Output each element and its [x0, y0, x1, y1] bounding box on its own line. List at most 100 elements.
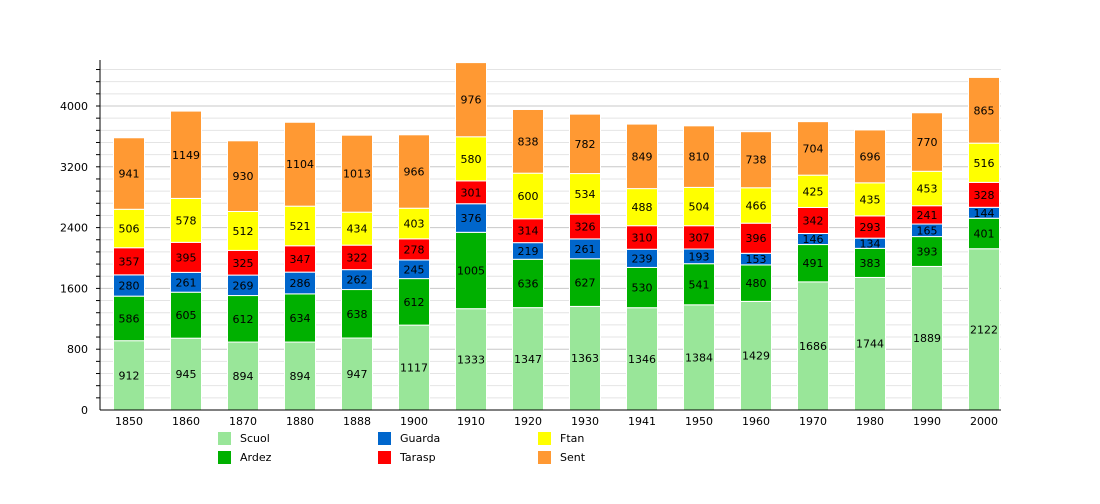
x-tick-label: 1990	[913, 415, 941, 428]
x-tick-label: 1980	[856, 415, 884, 428]
bar-segment-ardez	[569, 258, 601, 307]
data-label: 1744	[856, 338, 884, 351]
bar-segment-ftan	[683, 186, 715, 227]
data-label: 506	[119, 223, 140, 236]
bar-segment-sent	[227, 140, 259, 212]
data-label: 301	[461, 186, 482, 199]
bar-segment-ardez	[968, 217, 1000, 250]
data-label: 578	[176, 214, 197, 227]
data-label: 1013	[343, 168, 371, 181]
data-label: 453	[917, 182, 938, 195]
data-label: 636	[518, 277, 539, 290]
data-label: 945	[176, 368, 197, 381]
data-label: 383	[860, 257, 881, 270]
bar-segment-tarasp	[284, 245, 316, 273]
data-label: 1429	[742, 350, 770, 363]
bar-segment-ardez	[911, 236, 943, 267]
data-label: 521	[290, 220, 311, 233]
data-label: 580	[461, 153, 482, 166]
bar-segment-ardez	[398, 278, 430, 326]
data-label: 738	[746, 154, 767, 167]
data-label: 239	[632, 252, 653, 265]
bar-segment-sent	[398, 134, 430, 209]
y-tick-label: 3200	[60, 161, 88, 174]
data-label: 425	[803, 185, 824, 198]
data-label: 782	[575, 138, 596, 151]
data-label: 328	[974, 189, 995, 202]
y-tick-label: 1600	[60, 282, 88, 295]
data-label: 261	[176, 276, 197, 289]
legend-swatch-sent	[538, 451, 551, 464]
bar-segment-sent	[740, 131, 772, 189]
x-tick-label: 1920	[514, 415, 542, 428]
data-label: 144	[974, 207, 995, 220]
bar-segment-sent	[911, 112, 943, 172]
data-label: 262	[347, 274, 368, 287]
bar-segment-ardez	[227, 295, 259, 343]
bar-segment-sent	[455, 62, 487, 138]
x-tick-label: 1941	[628, 415, 656, 428]
bar-segment-sent	[569, 113, 601, 175]
bars: 912 586 280 357 506 941 945 605 261 395 578 1149 894…	[113, 62, 1000, 411]
legend: Scuol Ardez Guarda Tarasp Ftan Sent	[218, 432, 586, 464]
data-label: 245	[404, 263, 425, 276]
bar-segment-scuol	[398, 324, 430, 411]
data-label: 1686	[799, 340, 827, 353]
bar-segment-ardez	[683, 263, 715, 306]
data-label: 504	[689, 201, 710, 214]
data-label: 286	[290, 277, 311, 290]
x-tick-label: 1870	[229, 415, 257, 428]
data-label: 838	[518, 135, 539, 148]
data-label: 1117	[400, 362, 428, 375]
bar-segment-ftan	[512, 172, 544, 220]
legend-swatch-scuol	[218, 432, 231, 445]
data-label: 280	[119, 280, 140, 293]
data-label: 530	[632, 282, 653, 295]
legend-label: Ftan	[560, 432, 584, 445]
bar-segment-ardez	[740, 264, 772, 302]
data-label: 491	[803, 257, 824, 270]
data-label: 1104	[286, 158, 314, 171]
data-label: 941	[119, 168, 140, 181]
y-tick-label: 4000	[60, 100, 88, 113]
data-label: 930	[233, 170, 254, 183]
y-tick-label: 2400	[60, 222, 88, 235]
data-label: 612	[404, 296, 425, 309]
legend-swatch-tarasp	[378, 451, 391, 464]
bar-segment-tarasp	[227, 249, 259, 276]
data-label: 912	[119, 369, 140, 382]
bar-segment-sent	[284, 121, 316, 207]
bar-segment-sent	[854, 129, 886, 184]
data-label: 403	[404, 218, 425, 231]
data-label: 627	[575, 277, 596, 290]
bar-segment-sent	[170, 110, 202, 199]
data-label: 435	[860, 193, 881, 206]
data-label: 342	[803, 214, 824, 227]
bar-segment-ftan	[113, 208, 145, 249]
x-tick-label: 1850	[115, 415, 143, 428]
bar-segment-ftan	[740, 187, 772, 224]
data-label: 153	[746, 253, 767, 266]
bar-segment-sent	[341, 134, 373, 213]
data-label: 347	[290, 253, 311, 266]
legend-label: Tarasp	[399, 451, 436, 464]
data-label: 193	[689, 250, 710, 263]
bar-segment-sent	[968, 76, 1000, 144]
data-label: 401	[974, 227, 995, 240]
data-label: 612	[233, 313, 254, 326]
data-label: 605	[176, 309, 197, 322]
bar-segment-scuol	[683, 304, 715, 411]
data-label: 146	[803, 233, 824, 246]
legend-label: Ardez	[240, 451, 272, 464]
x-tick-label: 2000	[970, 415, 998, 428]
y-tick-label: 800	[67, 343, 88, 356]
data-label: 586	[119, 312, 140, 325]
data-label: 638	[347, 308, 368, 321]
bar-segment-ftan	[455, 136, 487, 182]
legend-label: Sent	[560, 451, 586, 464]
data-label: 966	[404, 166, 425, 179]
data-label: 1363	[571, 352, 599, 365]
data-label: 307	[689, 231, 710, 244]
data-label: 534	[575, 188, 596, 201]
bar-segment-ardez	[113, 295, 145, 342]
